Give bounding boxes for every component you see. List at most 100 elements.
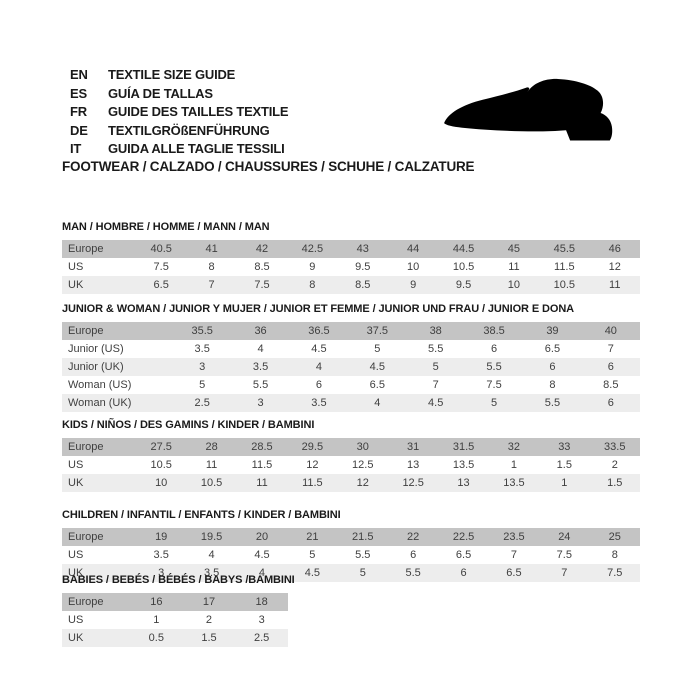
category-heading: FOOTWEAR / CALZADO / CHAUSSURES / SCHUHE…: [62, 159, 475, 174]
size-value: 6: [607, 361, 614, 373]
size-value: 5: [491, 397, 498, 409]
shoe-silhouette-icon: [444, 78, 613, 141]
size-value: 27.5: [150, 441, 172, 453]
size-value: 24: [558, 531, 571, 543]
size-value: 12: [306, 459, 319, 471]
size-value: 6.5: [455, 549, 472, 561]
size-section-man: MAN / HOMBRE / HOMME / MANN / MAN Europe 4…: [62, 221, 640, 294]
table-row: Europe 35.5 36 36.5 37.5 38 38.5 39 40: [62, 322, 640, 340]
size-value: 37.5: [366, 325, 389, 337]
size-value: 46: [608, 243, 621, 255]
size-value: 9: [309, 261, 316, 273]
size-value: 10: [507, 279, 521, 291]
table-row: US 3.5 4 4.5 5 5.5 6 6.5 7 7.5 8: [62, 546, 640, 564]
size-table-man: Europe 40.5 41 42 42.5 43 44 44.5 45 45.5 46 US 7.5 8…: [62, 240, 640, 294]
size-value: 6: [410, 549, 417, 561]
size-value: 44.5: [452, 243, 475, 255]
size-value: 4.5: [311, 343, 327, 355]
size-value: 3.5: [252, 361, 269, 373]
size-value: 35.5: [191, 325, 213, 337]
row-label: Europe: [68, 441, 104, 453]
row-label: Europe: [68, 596, 104, 608]
row-label: US: [68, 549, 84, 561]
language-guide-title: GUIDA ALLE TAGLIE TESSILI: [108, 141, 285, 156]
size-value: 45: [507, 243, 521, 255]
section-title-babies: BABIES / BEBÉS / BÉBÉS / BABYS /BAMBINI: [62, 574, 295, 586]
row-label: Woman (UK): [68, 397, 132, 409]
size-value: 39: [546, 325, 559, 337]
size-value: 5: [199, 379, 206, 391]
size-value: 10: [407, 261, 420, 273]
size-value: 11: [609, 279, 621, 291]
size-value: 5.5: [405, 567, 421, 579]
size-value: 13: [457, 477, 470, 489]
table-row: Europe 40.5 41 42 42.5 43 44 44.5 45 45.5 46: [62, 240, 640, 258]
size-value: 3: [199, 361, 206, 373]
language-code: ES: [70, 85, 87, 101]
size-value: 5.5: [486, 361, 502, 373]
size-value: 32: [507, 441, 521, 453]
size-value: 11.5: [302, 477, 323, 489]
row-label: US: [68, 614, 84, 626]
size-value: 7.5: [556, 549, 572, 561]
size-value: 6: [607, 397, 614, 409]
size-table-kids: Europe 27.5 28 28.5 29.5 30 31 31.5 32 33 33.5 US 10…: [62, 438, 640, 492]
size-value: 38: [429, 325, 442, 337]
size-value: 5.5: [252, 379, 269, 391]
size-value: 5: [359, 567, 366, 579]
size-value: 10.5: [553, 279, 576, 291]
size-value: 4: [258, 567, 266, 579]
size-value: 4.5: [428, 397, 444, 409]
size-value: 12: [356, 477, 369, 489]
row-label: Europe: [68, 325, 104, 337]
size-value: 3: [258, 614, 265, 626]
size-value: 1: [510, 459, 517, 471]
size-value: 11.5: [251, 459, 273, 471]
table-row: UK 10 10.5 11 11.5 12 12.5 13 13.5 1 1.5: [62, 474, 640, 492]
size-table-junior-woman: Europe 35.5 36 36.5 37.5 38 38.5 39 40 Junior (US…: [62, 322, 640, 412]
size-value: 3.5: [203, 567, 220, 579]
size-value: 18: [255, 596, 268, 608]
size-value: 13.5: [452, 459, 475, 471]
size-value: 5: [432, 361, 439, 373]
size-value: 4.5: [254, 549, 270, 561]
language-guide-title: TEXTILE SIZE GUIDE: [108, 67, 236, 82]
size-value: 6.5: [506, 567, 522, 579]
language-guide-title: GUÍA DE TALLAS: [108, 85, 213, 101]
size-value: 3.5: [194, 343, 210, 355]
row-label: Junior (UK): [68, 361, 124, 373]
section-title-man: MAN / HOMBRE / HOMME / MANN / MAN: [62, 221, 270, 233]
size-value: 1.5: [201, 632, 217, 644]
table-row: UK 6.5 7 7.5 8 8.5 9 9.5 10 10.5 11: [62, 276, 640, 294]
section-title-junior-woman: JUNIOR & WOMAN / JUNIOR Y MUJER / JUNIOR…: [62, 303, 575, 315]
size-value: 42.5: [301, 243, 324, 255]
size-value: 2.5: [194, 397, 210, 409]
size-value: 8: [309, 279, 316, 291]
size-value: 1: [153, 614, 160, 626]
size-value: 11: [205, 459, 218, 471]
size-value: 10.5: [200, 477, 223, 489]
size-value: 13.5: [503, 477, 525, 489]
size-value: 3: [158, 567, 165, 579]
table-row: UK 0.5 1.5 2.5: [62, 629, 288, 647]
size-value: 10: [155, 477, 168, 489]
size-value: 22.5: [452, 531, 475, 543]
row-label: Junior (US): [68, 343, 124, 355]
language-row-de: DE TEXTILGRÖßENFÜHRUNG: [70, 122, 288, 141]
size-value: 9.5: [355, 261, 371, 273]
size-value: 36.5: [308, 325, 330, 337]
size-value: 8: [549, 379, 556, 391]
size-section-junior-woman: JUNIOR & WOMAN / JUNIOR Y MUJER / JUNIOR…: [62, 303, 640, 412]
size-value: 7.5: [254, 279, 270, 291]
size-value: 4: [374, 397, 381, 409]
size-table-babies: Europe 16 17 18 US 1 2 3 UK 0.5 1.5 2.5: [62, 593, 288, 647]
size-value: 7: [208, 279, 215, 291]
size-value: 8.5: [254, 261, 270, 273]
size-value: 10.5: [452, 261, 475, 273]
size-value: 6: [491, 343, 498, 355]
size-value: 11: [508, 261, 520, 273]
table-row: US 1 2 3: [62, 611, 288, 629]
size-value: 42: [255, 243, 269, 255]
size-value: 11.5: [554, 261, 575, 273]
